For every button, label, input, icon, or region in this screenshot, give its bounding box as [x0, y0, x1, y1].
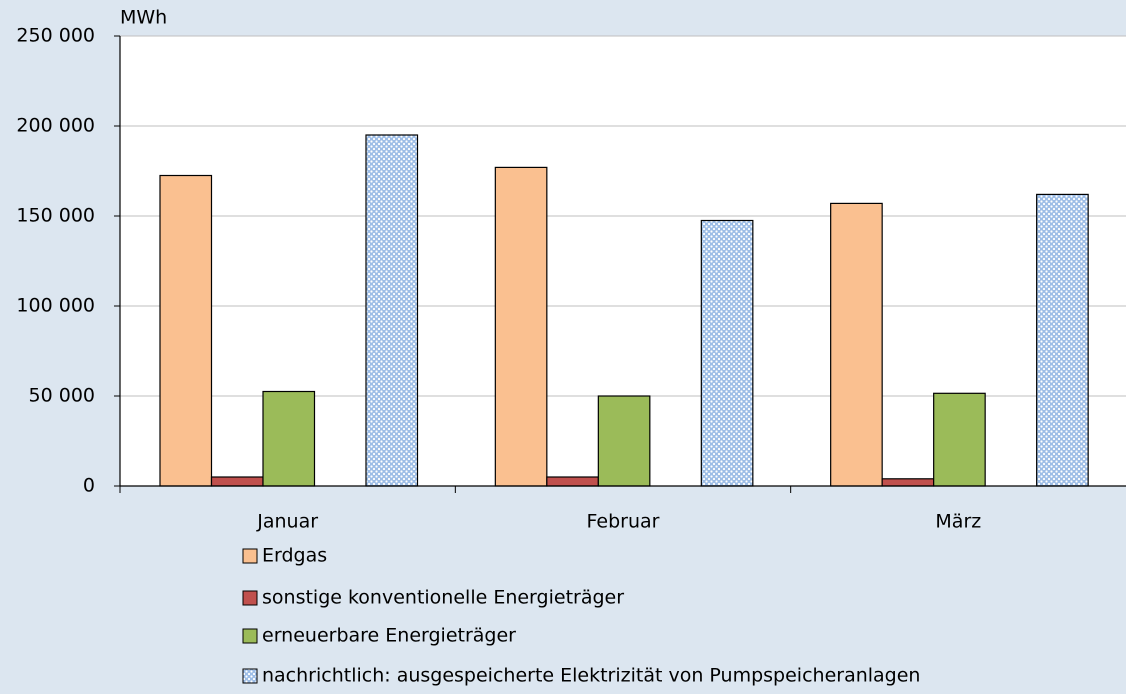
- bar: [365, 134, 419, 487]
- legend-label: Erdgas: [262, 545, 327, 567]
- bar: [262, 390, 316, 487]
- bar: [597, 395, 651, 487]
- bar: [210, 476, 264, 487]
- bar: [159, 174, 213, 487]
- x-tick-label: März: [935, 511, 981, 533]
- y-tick-label: 100 000: [16, 295, 95, 317]
- legend-swatch: [242, 628, 258, 644]
- legend-label: erneuerbare Energieträger: [262, 625, 516, 647]
- bar: [700, 219, 754, 487]
- y-tick-label: 250 000: [16, 25, 95, 47]
- x-tick-label: Januar: [256, 511, 318, 533]
- bar: [1036, 193, 1089, 487]
- bar: [881, 478, 935, 487]
- bar: [494, 166, 548, 487]
- y-tick-label: 0: [83, 475, 95, 497]
- bar: [933, 392, 986, 487]
- legend-label: sonstige konventionelle Energieträger: [262, 587, 624, 609]
- legend-swatch: [242, 668, 258, 684]
- bar: [546, 476, 599, 487]
- y-axis-label: MWh: [120, 7, 167, 29]
- bar: [830, 202, 883, 487]
- y-tick-label: 50 000: [29, 385, 95, 407]
- x-tick-label: Februar: [587, 511, 660, 533]
- legend-label: nachrichtlich: ausgespeicherte Elektrizi…: [262, 665, 920, 687]
- y-tick-label: 200 000: [16, 115, 95, 137]
- legend-swatch: [242, 590, 258, 606]
- legend-swatch: [242, 548, 258, 564]
- y-tick-label: 150 000: [16, 205, 95, 227]
